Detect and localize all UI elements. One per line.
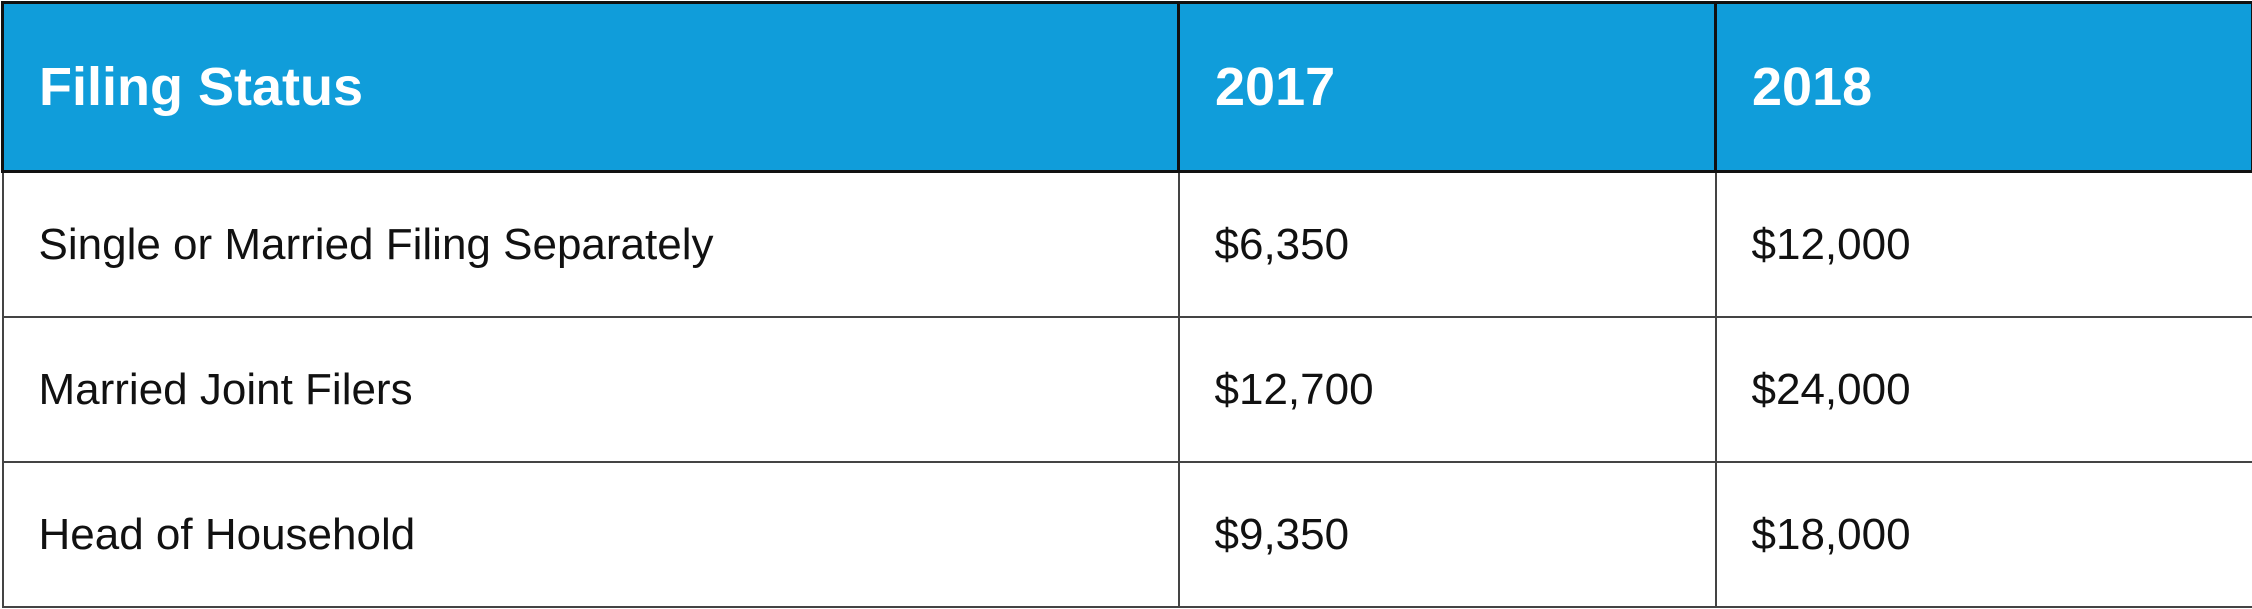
header-filing-status: Filing Status: [3, 3, 1179, 172]
cell-2017: $12,700: [1179, 317, 1716, 462]
header-2018: 2018: [1716, 3, 2252, 172]
cell-2018: $18,000: [1716, 462, 2252, 607]
table-row: Married Joint Filers $12,700 $24,000: [3, 317, 2252, 462]
table-row: Single or Married Filing Separately $6,3…: [3, 172, 2252, 318]
cell-2018: $24,000: [1716, 317, 2252, 462]
header-row: Filing Status 2017 2018: [3, 3, 2252, 172]
cell-2017: $6,350: [1179, 172, 1716, 318]
header-2017: 2017: [1179, 3, 1716, 172]
cell-filing-status: Head of Household: [3, 462, 1179, 607]
table-row: Head of Household $9,350 $18,000: [3, 462, 2252, 607]
cell-2018: $12,000: [1716, 172, 2252, 318]
cell-filing-status: Married Joint Filers: [3, 317, 1179, 462]
cell-filing-status: Single or Married Filing Separately: [3, 172, 1179, 318]
cell-2017: $9,350: [1179, 462, 1716, 607]
